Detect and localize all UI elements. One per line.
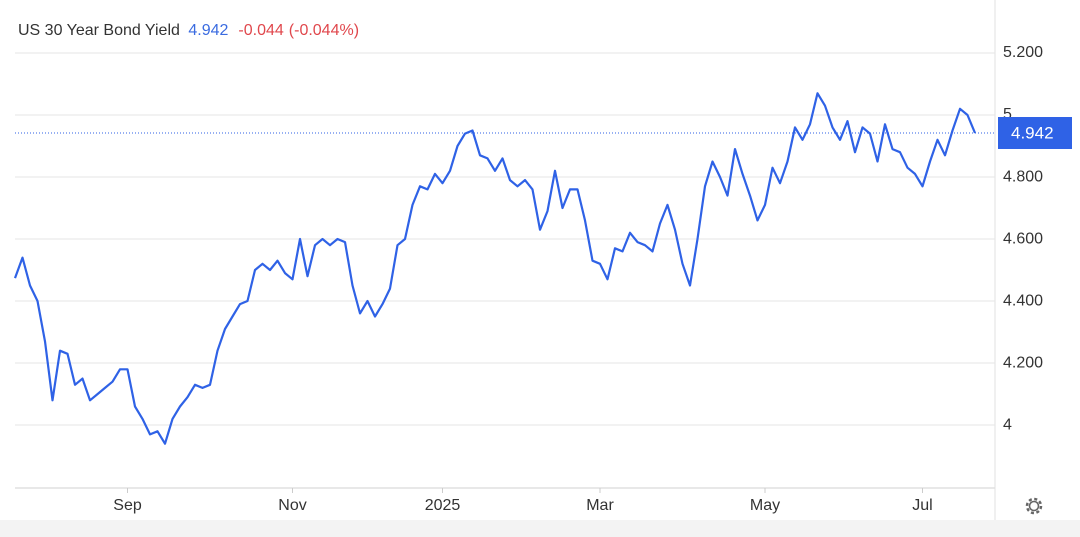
y-tick-label: 4.200: [1003, 354, 1043, 371]
footer-strip: [0, 520, 1080, 537]
y-tick-label: 4.400: [1003, 292, 1043, 309]
header-change: -0.044: [238, 22, 283, 39]
title-text: US 30 Year Bond Yield: [18, 22, 180, 39]
header-value: 4.942: [188, 22, 228, 39]
settings-icon[interactable]: [1025, 497, 1043, 515]
x-tick-label: Mar: [586, 497, 614, 514]
y-tick-label: 4.600: [1003, 230, 1043, 247]
x-tick-label: 2025: [425, 497, 461, 514]
y-tick-label: 4: [1003, 416, 1012, 433]
y-tick-label: 5.200: [1003, 44, 1043, 61]
last-value-label: 4.942: [1011, 123, 1054, 142]
last-value-badge: [998, 117, 1072, 150]
x-tick-label: Sep: [113, 497, 142, 514]
yield-line: [13, 92, 977, 445]
x-tick-label: May: [750, 497, 780, 514]
x-tick-label: Nov: [278, 497, 306, 514]
chart-title: US 30 Year Bond Yield 4.942 -0.044 (-0.044…: [18, 22, 359, 39]
y-tick-label: 4.800: [1003, 168, 1043, 185]
header-change-pct: (-0.044%): [289, 22, 359, 39]
x-tick-label: Jul: [912, 497, 932, 514]
y-tick-label: 5: [1003, 106, 1012, 123]
